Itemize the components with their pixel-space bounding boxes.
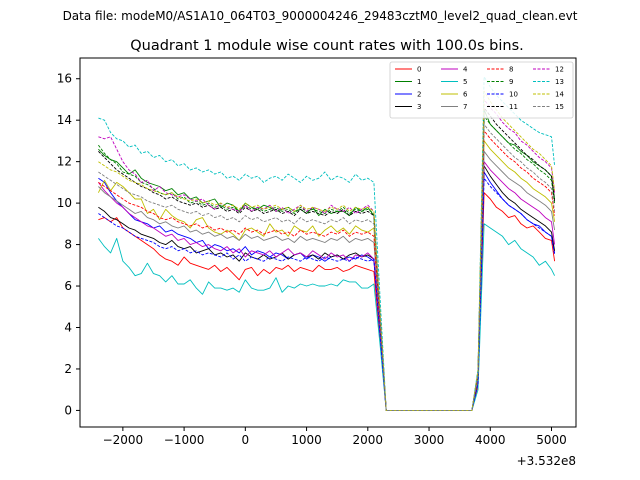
y-tick: 14	[57, 113, 80, 127]
y-axis: 0 2 4 6 8 10 12 14 16	[57, 72, 80, 417]
legend-entry: 14	[533, 91, 564, 99]
legend-entry: 2	[395, 91, 421, 99]
y-tick-label: 8	[64, 238, 72, 252]
series-line-5	[98, 223, 556, 411]
legend-entry: 7	[441, 103, 467, 111]
x-tick: −2000	[103, 427, 144, 447]
x-offset-label: +3.532e8	[517, 454, 576, 468]
legend-label: 8	[509, 66, 513, 74]
y-tick: 4	[64, 320, 80, 334]
legend-label: 7	[463, 103, 467, 111]
y-tick-label: 2	[64, 362, 72, 376]
x-tick: 0	[242, 427, 250, 447]
y-tick: 2	[64, 362, 80, 376]
x-tick: 2000	[353, 427, 384, 447]
x-tick-label: 1000	[291, 433, 322, 447]
y-tick: 0	[64, 403, 80, 417]
series-line-15	[98, 123, 556, 411]
legend-label: 14	[555, 91, 564, 99]
legend-entry: 15	[533, 103, 564, 111]
legend-entry: 3	[395, 103, 421, 111]
legend-entry: 5	[441, 78, 467, 86]
axes-background	[80, 58, 576, 427]
x-tick-label: 0	[242, 433, 250, 447]
series-line-10	[98, 177, 556, 411]
y-tick-label: 6	[64, 279, 72, 293]
legend-entry: 12	[533, 66, 564, 74]
legend-entry: 4	[441, 66, 468, 74]
legend-entry: 9	[487, 78, 513, 86]
legend-entry: 6	[441, 91, 468, 99]
x-tick-label: 5000	[536, 433, 567, 447]
legend-label: 15	[555, 103, 564, 111]
series-line-14	[98, 90, 556, 411]
x-tick-label: −2000	[103, 433, 144, 447]
y-tick-label: 0	[64, 403, 72, 417]
legend-entry: 0	[395, 66, 421, 74]
x-tick: −1000	[164, 427, 205, 447]
legend-label: 4	[463, 66, 468, 74]
y-tick: 12	[57, 155, 80, 169]
legend-label: 0	[417, 66, 421, 74]
x-tick-label: 2000	[353, 433, 384, 447]
x-tick: 5000	[536, 427, 567, 447]
legend-entry: 10	[487, 91, 518, 99]
y-tick-label: 12	[57, 155, 72, 169]
legend-label: 6	[463, 91, 468, 99]
plot-area	[79, 57, 577, 428]
legend-label: 13	[555, 78, 564, 86]
y-tick-label: 16	[57, 72, 72, 86]
legend-label: 11	[509, 103, 518, 111]
x-tick-label: 4000	[475, 433, 506, 447]
y-tick: 6	[64, 279, 80, 293]
x-tick: 3000	[414, 427, 445, 447]
x-tick: 4000	[475, 427, 506, 447]
legend-label: 9	[509, 78, 513, 86]
legend-label: 3	[417, 103, 421, 111]
y-tick-label: 10	[57, 196, 72, 210]
legend-entry: 1	[395, 78, 421, 86]
legend-entry: 8	[487, 66, 513, 74]
legend-frame	[389, 61, 574, 119]
legend-entry: 11	[487, 103, 518, 111]
axes-frame	[79, 57, 577, 428]
x-tick-label: −1000	[164, 433, 205, 447]
legend-label: 2	[417, 91, 421, 99]
y-tick: 10	[57, 196, 80, 210]
x-tick-label: 3000	[414, 433, 445, 447]
x-axis: −2000 −1000 0 1000 2000 3000 4000 5000	[103, 427, 567, 447]
suptitle: Data file: modeM0/AS1A10_064T03_90000042…	[63, 9, 578, 23]
legend-label: 10	[509, 91, 518, 99]
legend-entry: 13	[533, 78, 564, 86]
x-tick: 1000	[291, 427, 322, 447]
legend-label: 1	[417, 78, 421, 86]
legend-label: 12	[555, 66, 564, 74]
y-tick: 16	[57, 72, 80, 86]
series-layer	[97, 76, 556, 411]
legend-label: 5	[463, 78, 467, 86]
chart-title: Quadrant 1 module wise count rates with …	[130, 38, 524, 54]
y-tick: 8	[64, 238, 80, 252]
y-tick-label: 4	[64, 320, 72, 334]
y-tick-label: 14	[57, 113, 72, 127]
